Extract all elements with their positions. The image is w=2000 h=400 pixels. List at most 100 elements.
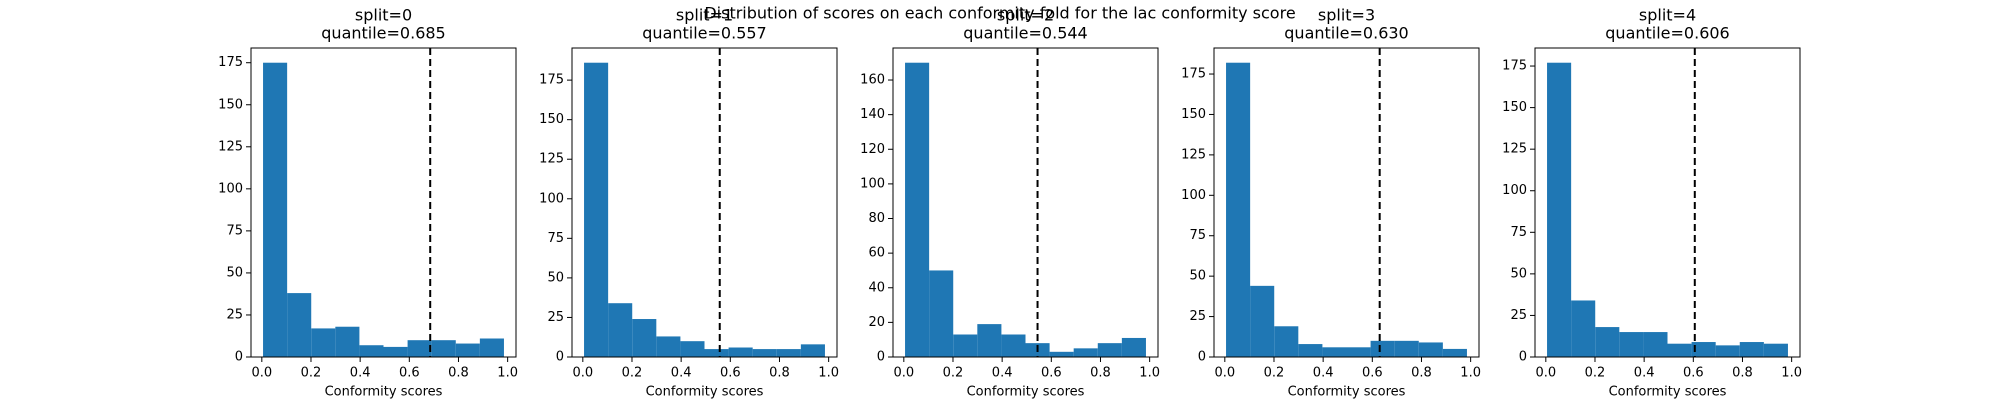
x-tick-label: 0.8	[1411, 366, 1432, 381]
subplot-title: split=3	[1318, 6, 1375, 25]
y-tick-label: 25	[226, 307, 243, 322]
axes-frame	[571, 47, 838, 358]
histogram-bar	[287, 293, 312, 357]
y-tick-label: 150	[1181, 107, 1206, 122]
histogram-bar	[479, 338, 504, 357]
histogram-bar	[1121, 337, 1146, 357]
y-tick-label: 40	[868, 280, 885, 295]
y-tick-label: 50	[1510, 266, 1527, 281]
subplot-title: split=2	[997, 6, 1054, 25]
histogram-bar	[1322, 347, 1347, 357]
y-tick-label: 25	[1510, 308, 1527, 323]
y-tick-label: 175	[1181, 67, 1206, 82]
y-tick-label: 80	[868, 211, 885, 226]
y-tick-label: 175	[1502, 59, 1527, 74]
histogram-bar	[1691, 342, 1716, 357]
axes-frame	[1534, 47, 1801, 358]
y-tick-label: 120	[860, 142, 885, 157]
y-tick-label: 150	[218, 97, 243, 112]
x-tick-label: 0.0	[1214, 366, 1235, 381]
y-tick-label: 20	[868, 315, 885, 330]
histogram-bar	[1298, 344, 1323, 357]
y-tick-label: 75	[226, 223, 243, 238]
y-tick-label: 50	[547, 270, 564, 285]
x-tick-label: 0.4	[1634, 366, 1655, 381]
y-tick-label: 125	[1181, 147, 1206, 162]
x-tick-label: 0.4	[992, 366, 1013, 381]
x-tick-label: 1.0	[1139, 366, 1160, 381]
histogram-bar	[953, 334, 978, 357]
subplot-subtitle: quantile=0.544	[963, 24, 1087, 43]
y-tick-label: 100	[860, 176, 885, 191]
histogram-bar	[1619, 332, 1644, 357]
histogram-bar	[335, 326, 360, 357]
y-tick-label: 175	[539, 73, 564, 88]
histogram-bar	[383, 346, 408, 357]
x-axis-label: Conformity scores	[325, 385, 443, 400]
histogram-bar	[1643, 332, 1668, 357]
y-tick-label: 125	[218, 139, 243, 154]
y-tick-label: 25	[547, 310, 564, 325]
histogram-bar	[977, 324, 1002, 357]
histogram-bar	[1715, 345, 1740, 357]
axes-frame	[250, 47, 517, 358]
histogram-bar	[704, 349, 729, 357]
histogram-bar	[632, 319, 657, 357]
histogram-bar	[1418, 342, 1443, 357]
histogram-bar	[1442, 348, 1467, 357]
histogram-bar	[1763, 343, 1788, 357]
histogram-bar	[1346, 347, 1371, 357]
x-tick-label: 0.2	[1585, 366, 1606, 381]
x-tick-label: 0.6	[1683, 366, 1704, 381]
histogram-bar	[800, 344, 825, 357]
histogram-bar	[1571, 300, 1596, 357]
y-tick-label: 125	[1502, 142, 1527, 157]
x-tick-label: 0.0	[893, 366, 914, 381]
subplot-subtitle: quantile=0.685	[321, 24, 445, 43]
y-tick-label: 140	[860, 107, 885, 122]
axes-frame	[1213, 47, 1480, 358]
histogram-bar	[263, 62, 288, 357]
histogram-bar	[1274, 326, 1299, 357]
x-tick-label: 1.0	[1460, 366, 1481, 381]
histogram-bar	[905, 62, 930, 357]
x-tick-label: 0.2	[301, 366, 322, 381]
histogram-bar	[1394, 340, 1419, 357]
histogram-bar	[1097, 343, 1122, 357]
histogram-bar	[608, 303, 633, 357]
y-tick-label: 150	[1502, 100, 1527, 115]
histogram-bar	[1073, 348, 1098, 357]
x-tick-label: 0.4	[671, 366, 692, 381]
y-tick-label: 60	[868, 246, 885, 261]
histogram-bar	[728, 347, 753, 357]
x-tick-label: 1.0	[497, 366, 518, 381]
histogram-bar	[929, 270, 954, 357]
histogram-bar	[1001, 334, 1026, 357]
y-tick-label: 100	[218, 181, 243, 196]
y-tick-label: 75	[547, 231, 564, 246]
y-tick-label: 0	[1198, 350, 1206, 365]
histogram-bar	[752, 349, 777, 357]
x-axis-label: Conformity scores	[1609, 385, 1727, 400]
histogram-bar	[431, 340, 456, 357]
x-tick-label: 1.0	[1781, 366, 1802, 381]
y-tick-label: 160	[860, 73, 885, 88]
x-tick-label: 0.2	[943, 366, 964, 381]
x-tick-label: 0.2	[1264, 366, 1285, 381]
x-tick-label: 0.8	[448, 366, 469, 381]
x-tick-label: 0.0	[251, 366, 272, 381]
y-tick-label: 0	[235, 350, 243, 365]
histogram-bar	[1370, 340, 1395, 357]
axes-frame	[892, 47, 1159, 358]
subplot-title: split=0	[355, 6, 412, 25]
y-tick-label: 50	[226, 265, 243, 280]
y-tick-label: 0	[877, 350, 885, 365]
histogram-bar	[1049, 351, 1074, 357]
y-tick-label: 175	[218, 55, 243, 70]
subplot-title: split=4	[1639, 6, 1696, 25]
y-tick-label: 100	[1181, 188, 1206, 203]
x-tick-label: 0.2	[622, 366, 643, 381]
histogram-bar	[656, 336, 681, 357]
figure-title: Distribution of scores on each conformit…	[704, 4, 1295, 23]
